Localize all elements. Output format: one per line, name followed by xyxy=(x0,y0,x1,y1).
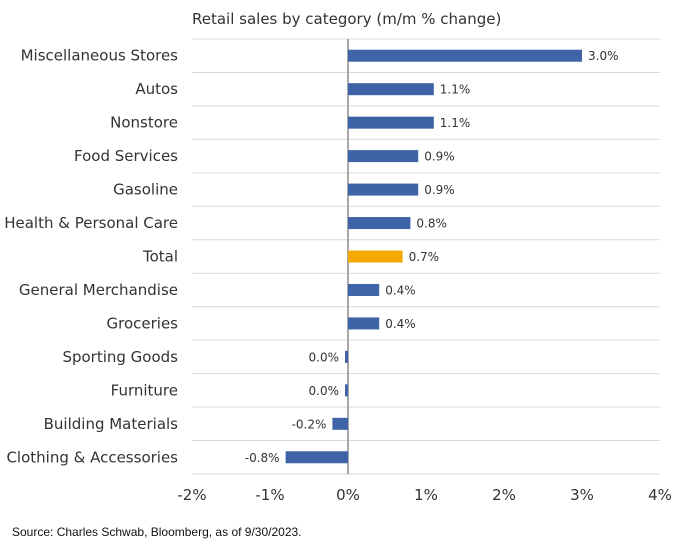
bar xyxy=(345,384,348,397)
x-tick-label: 0% xyxy=(336,486,360,504)
category-label: Sporting Goods xyxy=(62,348,178,366)
bar xyxy=(348,183,419,196)
value-label: 1.1% xyxy=(440,83,471,97)
bar xyxy=(348,49,582,62)
bar-chart: Miscellaneous Stores 3.0% Autos 1.1% Nonstor… xyxy=(4,38,672,504)
value-label: -0.2% xyxy=(292,417,327,431)
category-label: Building Materials xyxy=(44,415,179,433)
category-label: Miscellaneous Stores xyxy=(21,47,179,65)
value-label: 1.1% xyxy=(440,116,471,130)
x-tick-label: -2% xyxy=(177,486,206,504)
value-label: 0.7% xyxy=(409,250,440,264)
bar xyxy=(285,451,348,464)
value-label: 0.4% xyxy=(385,283,416,297)
category-label: Gasoline xyxy=(113,181,178,199)
bar xyxy=(348,250,403,263)
value-label: 0.8% xyxy=(416,217,447,231)
value-label: 0.4% xyxy=(385,317,416,331)
bar xyxy=(348,217,411,230)
category-label: Groceries xyxy=(107,314,179,332)
value-label: 0.9% xyxy=(424,150,455,164)
category-label: Furniture xyxy=(111,381,178,399)
bar xyxy=(348,150,419,163)
category-label: Autos xyxy=(135,80,178,98)
chart-title: Retail sales by category (m/m % change) xyxy=(192,10,502,28)
value-label: 0.0% xyxy=(309,350,340,364)
value-label: 0.0% xyxy=(309,384,340,398)
value-label: -0.8% xyxy=(245,451,280,465)
category-label: General Merchandise xyxy=(19,281,178,299)
bar xyxy=(348,283,380,296)
value-label: 3.0% xyxy=(588,49,619,63)
x-tick-label: 4% xyxy=(648,486,672,504)
category-label: Total xyxy=(142,248,178,266)
bar xyxy=(348,116,434,129)
bar xyxy=(348,317,380,330)
x-tick-label: -1% xyxy=(255,486,284,504)
x-tick-label: 1% xyxy=(414,486,438,504)
x-tick-label: 2% xyxy=(492,486,516,504)
x-tick-label: 3% xyxy=(570,486,594,504)
bar xyxy=(345,350,348,363)
value-label: 0.9% xyxy=(424,183,455,197)
category-label: Health & Personal Care xyxy=(4,214,178,232)
category-label: Clothing & Accessories xyxy=(6,448,178,466)
category-label: Food Services xyxy=(74,147,178,165)
bar xyxy=(332,417,348,430)
category-label: Nonstore xyxy=(110,114,178,132)
bar xyxy=(348,83,434,96)
source-note: Source: Charles Schwab, Bloomberg, as of… xyxy=(12,525,302,539)
